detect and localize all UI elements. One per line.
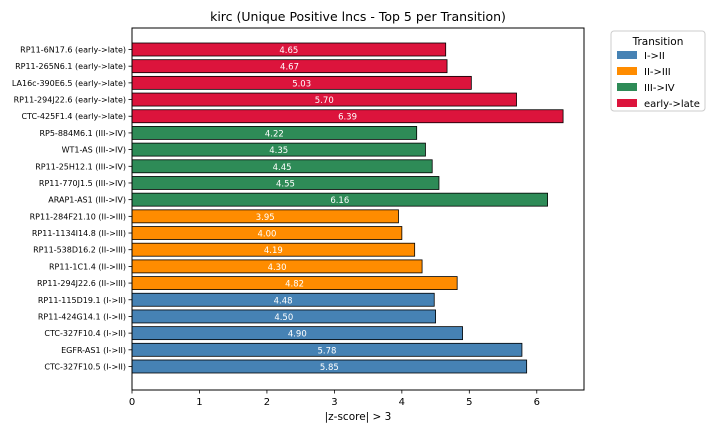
legend-swatch xyxy=(617,83,637,91)
bar-value-label: 6.16 xyxy=(330,196,349,206)
bar-value-label: 4.45 xyxy=(273,163,292,173)
x-tick-label: 4 xyxy=(399,397,405,408)
legend-swatch xyxy=(617,51,637,59)
bar-value-label: 5.70 xyxy=(315,96,334,106)
bar-value-label: 4.90 xyxy=(288,330,307,340)
y-tick-label: RP11-294J22.6 (early->late) xyxy=(14,96,126,105)
y-tick-label: RP11-6N17.6 (early->late) xyxy=(20,46,126,55)
bar-value-label: 5.78 xyxy=(317,346,336,356)
bar-value-label: 3.95 xyxy=(256,213,275,223)
legend-swatch xyxy=(617,67,637,75)
legend-label: I->II xyxy=(644,51,665,62)
x-tick-label: 5 xyxy=(466,397,472,408)
y-tick-label: RP11-1C1.4 (II->III) xyxy=(49,262,126,271)
y-tick-label: RP11-770J1.5 (III->IV) xyxy=(39,179,126,188)
y-tick-label: RP11-115D19.1 (I->II) xyxy=(38,296,126,305)
legend-title: Transition xyxy=(632,36,684,48)
bar-value-label: 4.67 xyxy=(280,63,299,73)
bar-value-label: 5.03 xyxy=(292,79,311,89)
plot-frame xyxy=(131,27,585,391)
bar-value-label: 4.19 xyxy=(264,246,283,256)
bars-layer: 4.65 4.67 5.03 5.70 6.39 4.22 4.35 4.45 4.55 6.16… xyxy=(131,42,564,374)
y-tick-label: RP11-284F21.10 (II->III) xyxy=(30,212,126,221)
legend-swatch xyxy=(617,99,637,107)
y-tick-label: WT1-AS (III->IV) xyxy=(62,146,126,155)
bar-value-label: 4.55 xyxy=(276,179,295,189)
x-axis: 0 1 2 3 4 5 6 xyxy=(129,390,540,408)
x-tick-label: 0 xyxy=(129,397,135,408)
bar-value-label: 4.82 xyxy=(285,280,304,290)
legend: Transition I->II II->III III->IV early->lat… xyxy=(610,30,706,112)
bar-value-label: 4.22 xyxy=(265,129,284,139)
bar-value-label: 4.65 xyxy=(279,46,298,56)
y-tick-label: CTC-425F1.4 (early->late) xyxy=(21,112,126,121)
legend-label: III->IV xyxy=(644,83,675,94)
y-tick-label: RP11-1134I14.8 (II->III) xyxy=(32,229,126,238)
bar-value-label: 4.30 xyxy=(268,263,287,273)
bar-value-label: 4.50 xyxy=(274,313,293,323)
legend-entries: I->II II->III III->IV early->late xyxy=(617,51,700,110)
x-tick-label: 2 xyxy=(264,397,270,408)
bar-value-label: 6.39 xyxy=(338,113,357,123)
x-tick-label: 3 xyxy=(331,397,337,408)
x-tick-label: 6 xyxy=(534,397,540,408)
bar-value-label: 5.85 xyxy=(320,363,339,373)
legend-label: II->III xyxy=(644,67,671,78)
x-tick-label: 1 xyxy=(196,397,202,408)
bar-value-label: 4.35 xyxy=(269,146,288,156)
x-axis-label: |z-score| > 3 xyxy=(325,411,392,423)
chart-title: kirc (Unique Positive lncs - Top 5 per T… xyxy=(210,9,506,24)
y-tick-label: LA16c-390E6.5 (early->late) xyxy=(12,79,126,88)
y-tick-label: EGFR-AS1 (I->II) xyxy=(61,346,126,355)
bar-value-label: 4.00 xyxy=(257,230,276,240)
legend-label: early->late xyxy=(644,99,700,110)
y-tick-label: CTC-327F10.5 (I->II) xyxy=(44,363,126,372)
y-tick-label: CTC-327F10.4 (I->II) xyxy=(44,329,126,338)
y-tick-label: RP5-884M6.1 (III->IV) xyxy=(39,129,126,138)
y-tick-label: RP11-294J22.6 (II->III) xyxy=(37,279,126,288)
bar-value-label: 4.48 xyxy=(274,296,293,306)
y-tick-label: ARAP1-AS1 (III->IV) xyxy=(48,196,126,205)
y-tick-label: RP11-265N6.1 (early->late) xyxy=(15,62,126,71)
y-tick-labels: RP11-6N17.6 (early->late) RP11-265N6.1 (e… xyxy=(12,46,132,372)
y-tick-label: RP11-424G14.1 (I->II) xyxy=(38,312,126,321)
y-tick-label: RP11-538D16.2 (II->III) xyxy=(33,246,126,255)
y-tick-label: RP11-25H12.1 (III->IV) xyxy=(35,162,126,171)
